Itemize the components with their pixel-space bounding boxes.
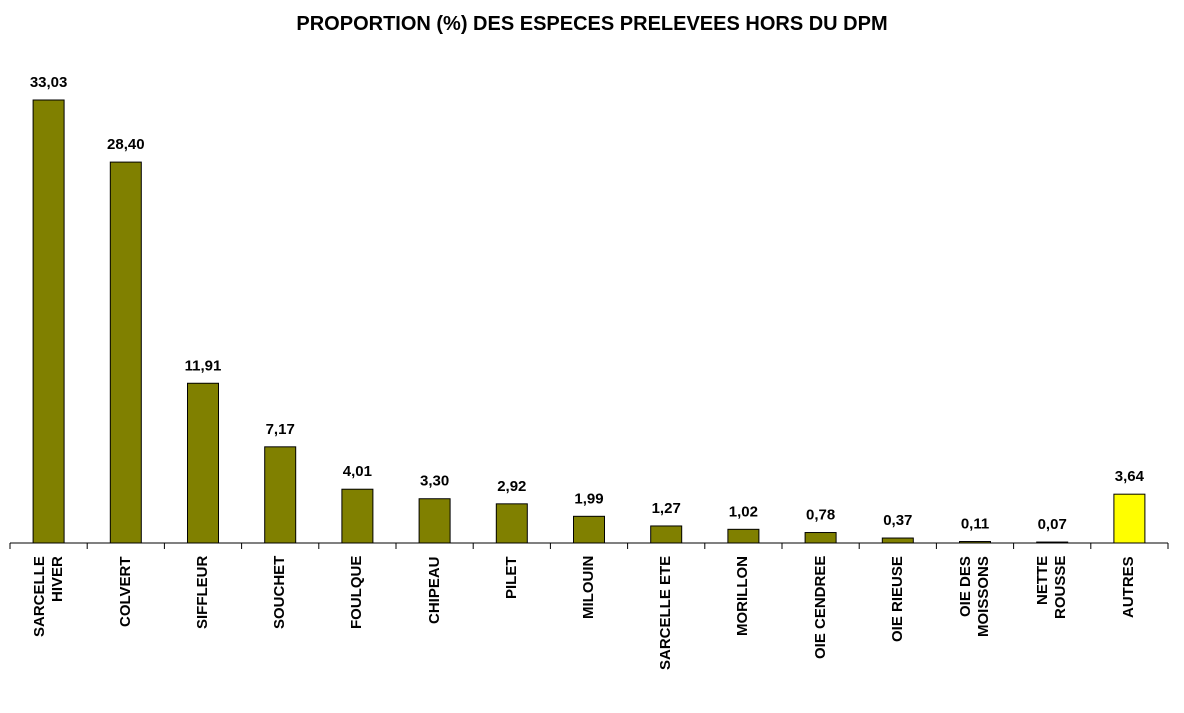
bar — [418, 498, 451, 544]
bar — [495, 503, 528, 544]
chart-title: PROPORTION (%) DES ESPECES PRELEVEES HOR… — [296, 13, 887, 35]
x-tick-label: NETTE ROUSSE — [1034, 556, 1070, 620]
data-label: 0,07 — [1038, 516, 1067, 533]
data-label: 0,11 — [961, 516, 989, 533]
x-tick-label: OIE DES MOISSONS — [957, 556, 992, 637]
x-tick-label: MILOUIN — [580, 556, 597, 620]
data-label: 11,91 — [185, 357, 222, 374]
data-label: 1,99 — [574, 490, 603, 507]
data-label: 28,40 — [107, 136, 145, 153]
bar — [264, 446, 297, 544]
data-label: 33,03 — [30, 74, 68, 91]
data-label: 0,37 — [883, 512, 912, 529]
bar — [573, 515, 605, 544]
x-tick-label: SARCELLE HIVER — [30, 556, 66, 637]
data-label: 1,27 — [652, 500, 681, 517]
bar — [881, 537, 914, 544]
x-tick-label: CHIPEAU — [425, 556, 443, 624]
bar — [32, 99, 65, 544]
data-label: 3,30 — [420, 473, 449, 490]
x-tick-label: MORILLON — [734, 556, 752, 636]
bar — [727, 528, 760, 544]
data-label: 3,64 — [1115, 468, 1145, 485]
x-tick-label: PILET — [502, 556, 520, 599]
bar — [341, 488, 374, 544]
x-tick-label: SARCELLE ETE — [657, 556, 675, 671]
bar — [187, 382, 219, 544]
data-label: 2,92 — [497, 478, 526, 495]
data-label: 0,78 — [806, 507, 835, 524]
bar — [804, 532, 837, 544]
bar — [1113, 493, 1146, 544]
bar — [1036, 541, 1069, 544]
x-tick-label: COLVERT — [116, 556, 134, 627]
data-label: 7,17 — [266, 421, 295, 438]
x-tick-label: OIE RIEUSE — [888, 556, 906, 642]
data-label: 1,02 — [729, 503, 758, 520]
x-tick-label: SIFFLEUR — [194, 556, 211, 630]
bar — [959, 541, 991, 544]
bar — [109, 161, 142, 544]
data-label: 4,01 — [343, 463, 372, 480]
x-tick-label: FOULQUE — [348, 556, 366, 630]
x-tick-label: OIE CENDREE — [811, 556, 829, 660]
bar — [650, 525, 683, 544]
x-tick-label: SOUCHET — [271, 556, 289, 630]
x-tick-label: AUTRES — [1120, 556, 1138, 618]
